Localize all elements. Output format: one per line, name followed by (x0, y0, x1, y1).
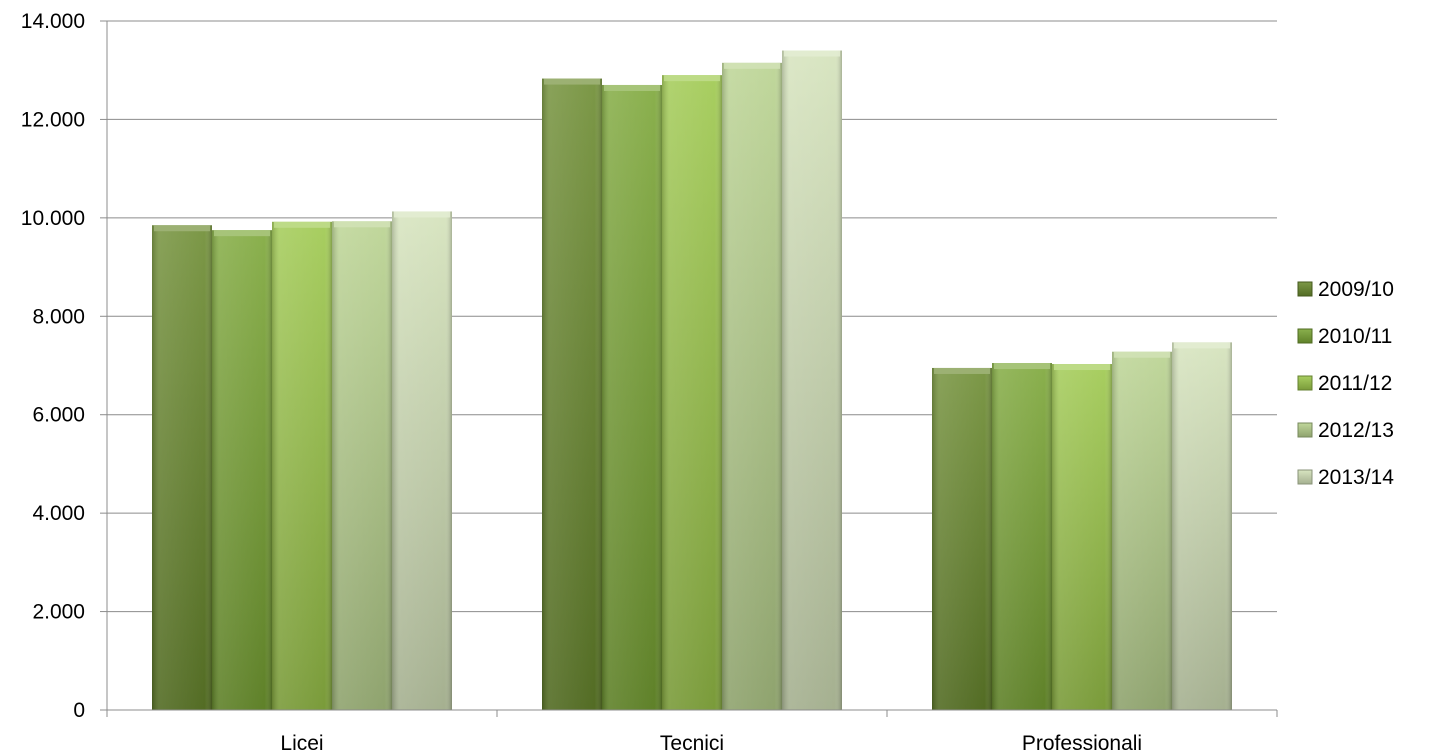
y-tick-label: 6.000 (32, 404, 85, 427)
bar-shade (332, 221, 392, 711)
bar-top-bevel (154, 225, 210, 232)
bar-top-bevel (544, 78, 600, 85)
bar (212, 230, 272, 711)
legend-item: 2013/14 (1297, 466, 1394, 489)
legend-swatch (1297, 328, 1313, 344)
x-axis: Licei Tecnici Professionali (106, 709, 1278, 755)
y-axis-ticks: 0 2.000 4.000 6.000 8.000 10.000 12.000 14.000 (21, 10, 108, 722)
legend-swatch (1297, 422, 1313, 438)
bar-shade (1112, 351, 1172, 710)
bar-top-bevel (394, 211, 450, 218)
legend-item: 2009/10 (1297, 278, 1394, 301)
bar (1172, 342, 1232, 710)
bar-top-bevel (994, 363, 1050, 370)
bar-top-bevel (724, 62, 780, 69)
x-category-label: Tecnici (660, 732, 724, 755)
y-tick-label: 4.000 (32, 502, 85, 525)
bar-top-bevel (1114, 351, 1170, 358)
bar-shade (722, 62, 782, 710)
bar-shade (272, 221, 332, 710)
bar-shade (542, 78, 602, 711)
bar-shade (152, 225, 212, 710)
bar-shade (662, 75, 722, 710)
bar (602, 84, 662, 710)
bar (1112, 351, 1172, 710)
bar (332, 221, 392, 711)
bar (1052, 364, 1112, 710)
bar (542, 78, 602, 711)
bar (662, 75, 722, 710)
bar (782, 50, 842, 711)
bar-top-bevel (934, 367, 990, 374)
bar (722, 62, 782, 710)
bar-top-bevel (1054, 364, 1110, 371)
legend-item: 2011/12 (1297, 372, 1392, 395)
legend-label: 2011/12 (1318, 372, 1392, 395)
bar (992, 363, 1052, 710)
legend-swatch (1297, 375, 1313, 391)
legend-label: 2010/11 (1318, 325, 1392, 348)
y-tick-label: 14.000 (21, 10, 85, 33)
bar-top-bevel (214, 230, 270, 237)
x-category-label: Licei (280, 732, 323, 755)
y-tick-label: 12.000 (21, 108, 85, 131)
bar-top-bevel (274, 221, 330, 228)
x-category-label: Professionali (1022, 732, 1142, 755)
bar-shade (1172, 342, 1232, 710)
bar-shade (932, 367, 992, 710)
legend-swatch (1297, 281, 1313, 297)
y-tick-label: 8.000 (32, 305, 85, 328)
bar (152, 225, 212, 710)
bar-shade (992, 363, 1052, 710)
bar-shade (212, 230, 272, 711)
bar (932, 367, 992, 710)
bar-top-bevel (334, 221, 390, 228)
legend-label: 2012/13 (1318, 419, 1394, 442)
legend-item: 2012/13 (1297, 419, 1394, 442)
bar-top-bevel (1174, 342, 1230, 349)
legend-label: 2013/14 (1318, 466, 1394, 489)
bar (272, 221, 332, 710)
bar-top-bevel (664, 75, 720, 82)
y-tick-label: 2.000 (32, 601, 85, 624)
bar-shade (782, 50, 842, 711)
bar-shade (1052, 364, 1112, 710)
legend-label: 2009/10 (1318, 278, 1394, 301)
bars (152, 50, 1232, 711)
bar-top-bevel (604, 84, 660, 91)
y-tick-label: 0 (73, 699, 85, 722)
legend-swatch (1297, 469, 1313, 485)
bar-shade (392, 211, 452, 710)
bar (392, 211, 452, 710)
legend: 2009/10 2010/11 2011/12 2012/13 2013/14 (1297, 278, 1394, 489)
legend-item: 2010/11 (1297, 325, 1392, 348)
bar-top-bevel (784, 50, 840, 57)
y-tick-label: 10.000 (21, 207, 85, 230)
bar-shade (602, 84, 662, 710)
